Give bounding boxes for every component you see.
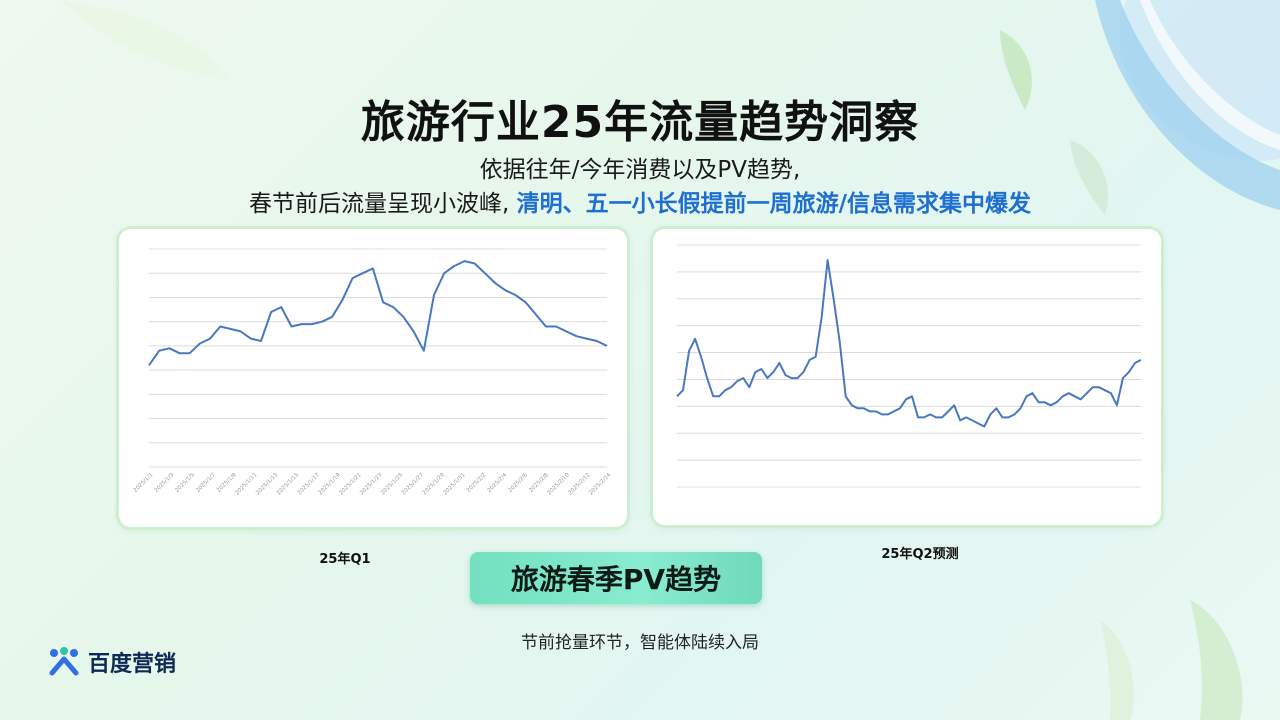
chart-q1-x-tick-label: 2025/1/5 <box>174 472 196 494</box>
chart-q2-caption: 25年Q2预测 <box>881 547 959 562</box>
chart-q1-x-tick-label: 2025/1/31 <box>443 472 467 496</box>
page-title: 旅游行业25年流量趋势洞察 <box>360 97 920 148</box>
chart-q1-series-line <box>148 260 608 366</box>
subtitle-line-2-highlight: 清明、五一小长假提前一周旅游/信息需求集中爆发 <box>516 191 1032 217</box>
chart-q1-caption: 25年Q1 <box>319 552 371 567</box>
baidu-marketing-logo: 百度营销 <box>46 646 176 678</box>
subtitle-line-1: 依据往年/今年消费以及PV趋势, <box>479 157 801 183</box>
chart-q2 <box>676 244 1142 488</box>
subtitle-line-2-plain: 春节前后流量呈现小波峰, <box>248 191 517 217</box>
subtitle-line-2: 春节前后流量呈现小波峰, 清明、五一小长假提前一周旅游/信息需求集中爆发 <box>0 184 1280 218</box>
chart-q1-x-tick-label: 2025/1/1 <box>133 472 155 494</box>
chart-q2-series-line <box>676 259 1142 428</box>
logo-text: 百度营销 <box>88 652 177 677</box>
footer-text: 节前抢量环节，智能体陆续入局 <box>521 633 759 653</box>
chart-q1-x-tick-label: 2025/2/4 <box>487 472 509 494</box>
chart-q1: 2025/1/1 2025/1/3 2025/1/5 2025/1/7 2025/1/9… <box>133 248 613 497</box>
chart-q1-x-tick-label: 2025/2/14 <box>588 472 613 497</box>
chart-q1-x-tick-label: 2025/1/7 <box>195 472 217 494</box>
chart-card-q2 <box>653 229 1161 525</box>
chart-q1-x-tick-label: 2025/2/6 <box>507 472 529 494</box>
chart-q1-x-tick-label: 2025/2/2 <box>466 472 488 494</box>
spring-pv-trend-label: 旅游春季PV趋势 <box>470 552 762 604</box>
chart-q1-x-tick-label: 2025/1/3 <box>154 472 176 494</box>
chart-card-q1: 2025/1/1 2025/1/3 2025/1/5 2025/1/7 2025/1/9… <box>119 229 627 527</box>
baidu-marketing-logo-icon <box>49 647 79 676</box>
